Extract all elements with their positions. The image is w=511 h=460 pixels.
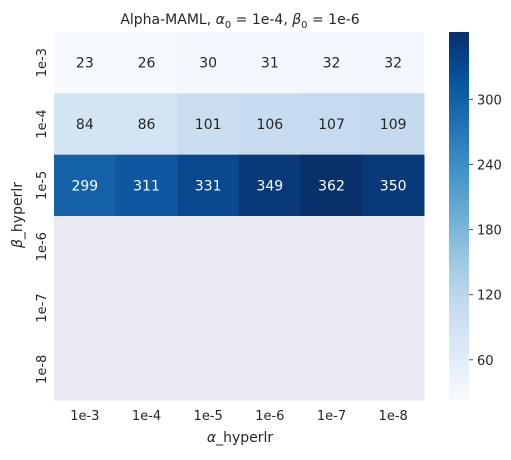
- heatmap-cell: [362, 216, 425, 278]
- heatmap-cell: [115, 32, 178, 94]
- heatmap-cell: [177, 32, 240, 94]
- heatmap-cell: [300, 216, 363, 278]
- y-tick-label: 1e-3: [35, 48, 50, 77]
- cell-value-label: 362: [318, 178, 345, 194]
- heatmap-cell: [177, 277, 240, 340]
- y-tick-label: 1e-4: [35, 109, 50, 138]
- heatmap-cell: [239, 338, 302, 401]
- cell-value-label: 86: [138, 117, 156, 133]
- x-tick-labels: 1e-3 1e-4 1e-5 1e-6 1e-7 1e-8: [70, 409, 408, 424]
- cell-value-label: 101: [195, 117, 222, 133]
- heatmap-cell: [54, 154, 117, 217]
- heatmap-cell: [239, 277, 302, 340]
- colorbar: [449, 32, 469, 400]
- y-tick-labels: 1e-3 1e-4 1e-5 1e-6 1e-7 1e-8: [35, 48, 50, 384]
- heatmap-cell: [115, 277, 178, 340]
- y-tick-label: 1e-5: [35, 171, 50, 200]
- x-tick-label: 1e-8: [379, 409, 408, 424]
- cell-value-label: 299: [71, 178, 98, 194]
- heatmap-cell: [177, 216, 240, 278]
- heatmap-cell: [300, 277, 363, 340]
- heatmap-cell: [300, 154, 363, 217]
- colorbar-ticks: 60 120 180 240 300: [469, 93, 502, 369]
- heatmap-cell: [362, 154, 425, 217]
- colorbar-tick-label: 60: [477, 354, 494, 369]
- cell-value-label: 26: [138, 56, 156, 72]
- y-axis-label: β_hyperlr: [10, 182, 26, 249]
- heatmap-cell: [362, 338, 425, 401]
- heatmap-cell: [300, 338, 363, 401]
- colorbar-tick-label: 180: [477, 224, 502, 239]
- heatmap-cell: [239, 93, 302, 156]
- x-tick-label: 1e-6: [255, 409, 284, 424]
- heatmap-cell: [300, 93, 363, 156]
- heatmap-cell: [362, 32, 425, 94]
- cell-value-label: 349: [256, 178, 283, 194]
- heatmap-cell: [239, 154, 302, 217]
- heatmap-cell: [177, 154, 240, 217]
- cell-value-label: 30: [199, 56, 217, 72]
- y-tick-label: 1e-8: [35, 355, 50, 384]
- x-tick-label: 1e-7: [317, 409, 346, 424]
- cell-value-label: 84: [76, 117, 94, 133]
- heatmap-cell: [239, 216, 302, 278]
- x-axis-label: α_hyperlr: [207, 430, 274, 446]
- chart-title: Alpha-MAML, α0 = 1e-4, β0 = 1e-6: [120, 12, 359, 31]
- heatmap-cell: [115, 154, 178, 217]
- cell-value-label: 350: [380, 178, 407, 194]
- cell-annotations: 23 26 30 31 32 32 84 86 101 106 107 109 299 311 331 349…: [71, 56, 406, 195]
- heatmap-cell: [115, 216, 178, 278]
- heatmap-cell: [177, 338, 240, 401]
- cell-value-label: 106: [256, 117, 283, 133]
- heatmap-cell: [54, 277, 117, 340]
- heatmap-cell: [54, 338, 117, 401]
- y-tick-label: 1e-7: [35, 293, 50, 322]
- cell-value-label: 107: [318, 117, 345, 133]
- cell-value-label: 109: [380, 117, 407, 133]
- x-tick-label: 1e-5: [194, 409, 223, 424]
- x-tick-label: 1e-3: [70, 409, 99, 424]
- heatmap-cell: [54, 216, 117, 278]
- heatmap-cell: [54, 32, 117, 94]
- cell-value-label: 311: [133, 178, 160, 194]
- cell-value-label: 32: [384, 56, 402, 72]
- heatmap-cell: [300, 32, 363, 94]
- heatmap-cell: [362, 93, 425, 156]
- heatmap-cell: [115, 338, 178, 401]
- cell-value-label: 32: [323, 56, 341, 72]
- cell-value-label: 331: [195, 178, 222, 194]
- colorbar-tick-label: 240: [477, 158, 502, 173]
- heatmap-cells: [54, 32, 425, 401]
- cell-value-label: 31: [261, 56, 279, 72]
- cell-value-label: 23: [76, 56, 94, 72]
- y-tick-label: 1e-6: [35, 232, 50, 261]
- x-tick-label: 1e-4: [132, 409, 161, 424]
- colorbar-tick-label: 300: [477, 93, 502, 108]
- heatmap-cell: [115, 93, 178, 156]
- colorbar-tick-label: 120: [477, 289, 502, 304]
- heatmap-cell: [177, 93, 240, 156]
- heatmap-cell: [362, 277, 425, 340]
- heatmap-cell: [54, 93, 117, 156]
- heatmap-cell: [239, 32, 302, 94]
